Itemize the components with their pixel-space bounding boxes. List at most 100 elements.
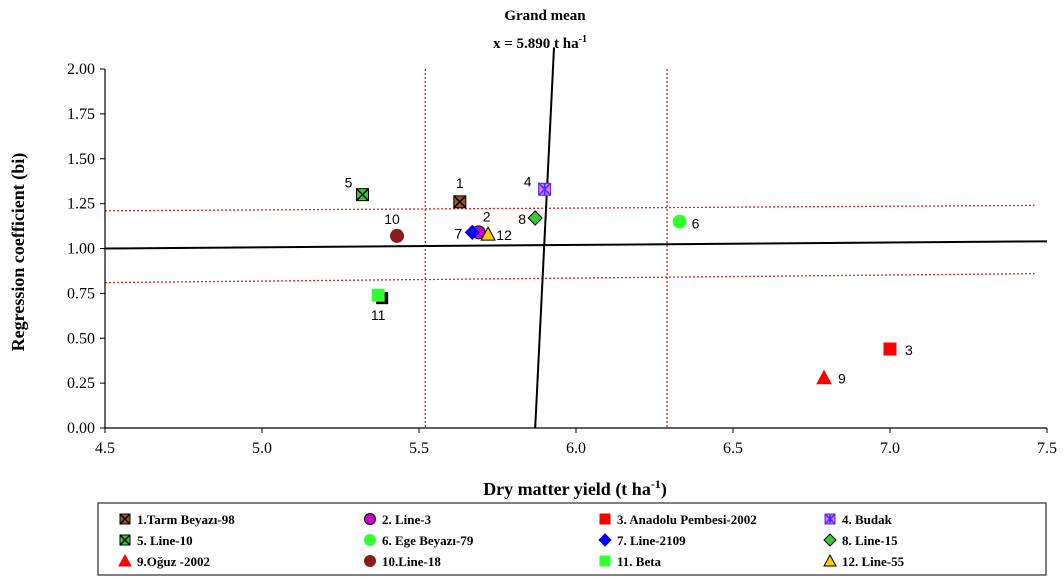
x-tick-label: 7.0 [880, 440, 900, 457]
legend-marker-8-shape [823, 533, 837, 547]
point-1 [453, 195, 467, 209]
point-label-2: 2 [483, 208, 491, 224]
point-3-shape [883, 342, 897, 356]
legend-marker-3-shape [599, 513, 611, 525]
legend-box [97, 502, 1047, 576]
point-3 [883, 342, 897, 356]
x-tick-label: 5.0 [252, 440, 272, 457]
point-9 [816, 369, 832, 385]
point-11-shape [371, 288, 385, 302]
point-7 [464, 224, 481, 241]
legend-marker-12 [823, 553, 837, 567]
x-tick-label: 4.5 [95, 440, 115, 457]
legend-marker-11 [599, 555, 611, 567]
point-8-shape [527, 210, 543, 226]
grand-mean-line [534, 47, 556, 429]
legend-marker-6-shape [364, 534, 376, 546]
point-8 [527, 210, 543, 226]
legend-marker-10 [364, 555, 376, 567]
legend-label-4: 4. Budak [842, 512, 893, 527]
point-label-8: 8 [518, 211, 526, 227]
axis-labels: Dry matter yield (t ha-1) Regression coe… [8, 153, 667, 500]
legend-label-6: 6. Ege Beyazı-79 [382, 533, 474, 548]
legend-label-12: 12. Line-55 [842, 554, 905, 569]
legend: 1.Tarm Beyazı-98 2. Line-3 3. Anadolu Pemb… [97, 502, 1047, 576]
legend-label-1: 1.Tarm Beyazı-98 [137, 512, 235, 527]
point-5 [355, 188, 370, 202]
y-tick-label: 0.25 [67, 375, 95, 392]
point-label-10: 10 [384, 211, 400, 227]
point-4 [538, 182, 552, 196]
legend-marker-10-shape [364, 555, 376, 567]
point-label-11: 11 [371, 307, 386, 323]
point-label-4: 4 [524, 173, 532, 189]
x-tick-label: 5.5 [409, 440, 429, 457]
legend-marker-2-shape [364, 513, 376, 525]
legend-marker-7 [598, 533, 612, 547]
legend-label-8: 8. Line-15 [842, 533, 898, 548]
title-line-1: Grand mean [504, 8, 586, 24]
point-label-6: 6 [692, 216, 700, 232]
plot-area [104, 47, 1048, 429]
title-line-2: x = 5.890 t ha-1 [493, 34, 587, 52]
x-tick-label: 7.5 [1037, 440, 1057, 457]
ci-horizontal-line-2 [104, 272, 1035, 284]
legend-marker-5 [119, 534, 131, 546]
y-tick-label: 0.00 [67, 420, 95, 437]
legend-label-3: 3. Anadolu Pembesi-2002 [617, 512, 757, 527]
point-label-9: 9 [838, 371, 846, 387]
point-label-12: 12 [496, 227, 512, 243]
legend-marker-1-cross-b [119, 513, 131, 525]
y-tick-label: 1.25 [67, 196, 95, 213]
legend-label-2: 2. Line-3 [382, 512, 432, 527]
point-12-shape [480, 226, 496, 241]
ci-horizontal-line-1 [104, 204, 1035, 212]
x-tick-label: 6.5 [723, 440, 743, 457]
legend-marker-12-shape [823, 553, 837, 567]
legend-label-9: 9.Oğuz -2002 [137, 554, 210, 569]
y-tick-label: 2.00 [67, 61, 95, 78]
legend-marker-4 [824, 513, 836, 525]
point-10 [390, 228, 405, 243]
legend-marker-8 [823, 533, 837, 547]
point-label-3: 3 [905, 342, 913, 358]
y-tick-label: 1.75 [67, 106, 95, 123]
point-label-5: 5 [345, 175, 353, 191]
x-axis-label: Dry matter yield (t ha-1) [483, 477, 667, 500]
legend-label-10: 10.Line-18 [382, 554, 441, 569]
legend-label-11: 11. Beta [617, 554, 662, 569]
y-axis-label: Regression coefficient (bi) [8, 153, 29, 352]
point-7-shape [464, 224, 481, 241]
x-tick-label: 6.0 [566, 440, 586, 457]
legend-marker-7-shape [598, 533, 612, 547]
legend-marker-6 [364, 534, 376, 546]
point-label-7: 7 [454, 225, 462, 241]
legend-marker-3 [599, 513, 611, 525]
legend-marker-2 [364, 513, 376, 525]
point-label-1: 1 [456, 175, 464, 191]
regression-line [104, 240, 1048, 250]
legend-label-7: 7. Line-2109 [617, 533, 686, 548]
axes: 4.5 5.0 5.5 6.0 6.5 7.0 7.5 0.00 0.25 0.50 0.75 1.0… [67, 61, 1057, 457]
legend-marker-9 [118, 553, 132, 567]
chart-title: Grand mean x = 5.890 t ha-1 [493, 8, 587, 52]
legend-marker-9-shape [118, 553, 132, 567]
y-tick-label: 0.50 [67, 330, 95, 347]
point-6-shape [672, 214, 687, 229]
legend-marker-11-shape [599, 555, 611, 567]
y-tick-label: 1.00 [67, 241, 95, 258]
y-tick-label: 0.75 [67, 285, 95, 302]
legend-marker-1 [119, 513, 131, 525]
point-9-shape [816, 369, 832, 385]
legend-label-5: 5. Line-10 [137, 533, 193, 548]
point-1-cross-b [453, 195, 467, 209]
point-6 [672, 214, 687, 229]
legend-marker-5-cross-b [119, 534, 131, 546]
point-12 [480, 226, 496, 241]
point-10-shape [390, 228, 405, 243]
y-tick-label: 1.50 [67, 151, 95, 168]
point-5-cross-b [355, 188, 370, 202]
point-11 [371, 288, 385, 302]
